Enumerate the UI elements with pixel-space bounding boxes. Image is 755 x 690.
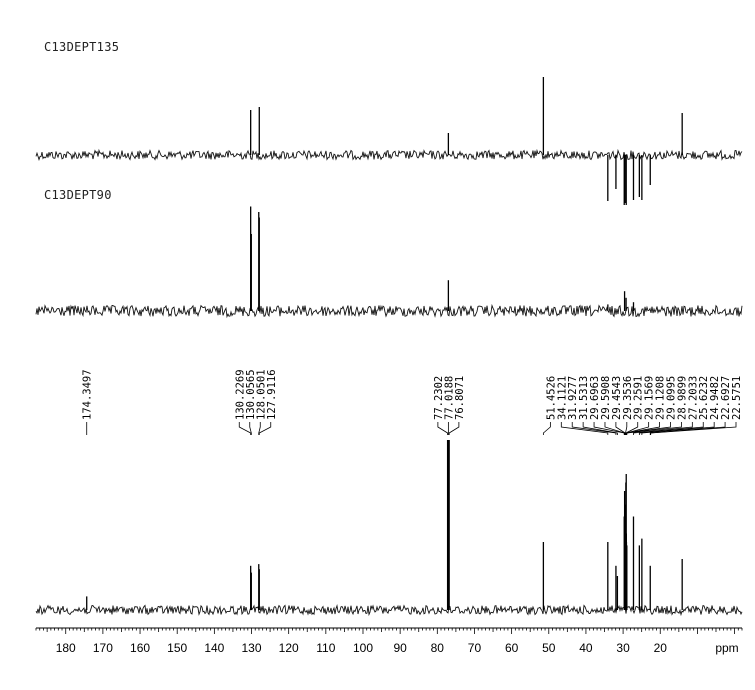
peak-leader xyxy=(438,422,448,435)
dept135-baseline xyxy=(36,151,742,160)
dept90-title: C13DEPT90 xyxy=(44,188,112,202)
peak-leader xyxy=(449,422,459,435)
x-tick-label: 110 xyxy=(316,641,335,655)
peak-label: 22.5751 xyxy=(731,376,743,420)
x-tick-label: 60 xyxy=(505,641,519,655)
dept135-title: C13DEPT135 xyxy=(44,40,119,54)
x-tick-label: 90 xyxy=(393,641,407,655)
x-tick-label: 30 xyxy=(616,641,630,655)
x-tick-label: 50 xyxy=(542,641,556,655)
peak-leader xyxy=(543,422,550,435)
x-tick-label: 120 xyxy=(279,641,299,655)
x-tick-label: 100 xyxy=(353,641,373,655)
x-tick-label: 80 xyxy=(431,641,445,655)
peak-label: 76.8071 xyxy=(454,376,466,420)
x-tick-label: 70 xyxy=(468,641,482,655)
x-tick-label: 20 xyxy=(654,641,668,655)
x-axis-unit: ppm xyxy=(715,641,738,655)
c13-baseline xyxy=(36,606,742,615)
x-tick-label: 170 xyxy=(93,641,113,655)
x-tick-label: 130 xyxy=(242,641,262,655)
x-tick-label: 40 xyxy=(579,641,593,655)
peak-label: 174.3497 xyxy=(82,369,94,420)
x-tick-label: 160 xyxy=(130,641,150,655)
peak-leader xyxy=(239,422,250,435)
peak-label: 127.9116 xyxy=(266,369,278,420)
dept90-baseline xyxy=(36,306,742,317)
peak-leader xyxy=(259,422,270,435)
x-tick-label: 140 xyxy=(204,641,224,655)
x-tick-label: 150 xyxy=(167,641,187,655)
x-tick-label: 180 xyxy=(56,641,76,655)
